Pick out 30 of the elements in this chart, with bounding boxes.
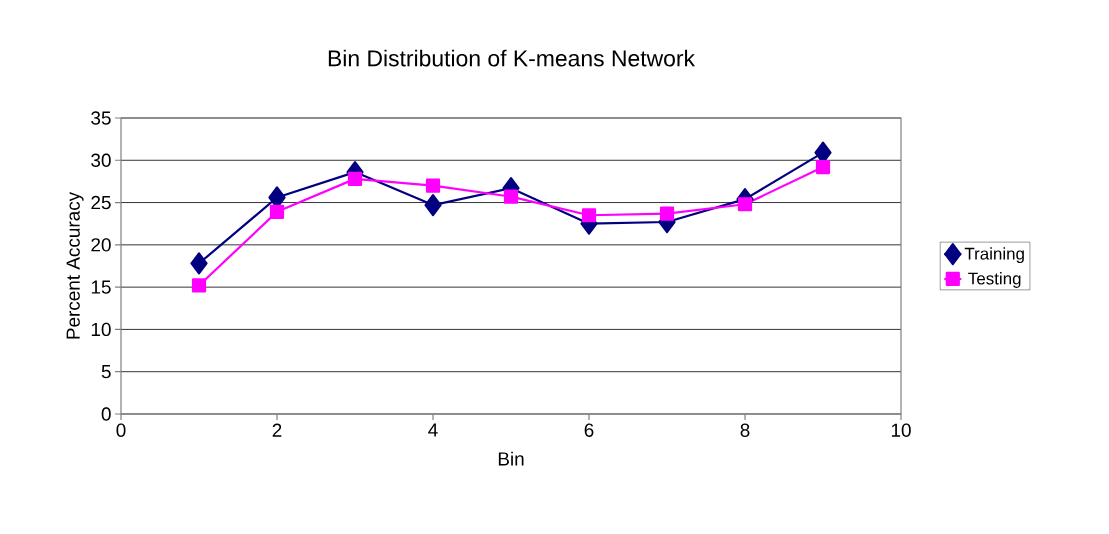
x-tick-label: 2 <box>272 423 282 437</box>
point <box>659 206 675 221</box>
y-tick-label: 30 <box>91 153 111 167</box>
point <box>503 189 519 204</box>
point <box>425 178 441 193</box>
x-tick-label: 0 <box>116 423 126 437</box>
y-tick-label: 15 <box>91 280 111 294</box>
chart-title: Bin Distribution of K-means Network <box>328 49 696 67</box>
point <box>269 204 285 219</box>
point <box>424 194 442 217</box>
point <box>815 159 831 175</box>
legend-label: Testing <box>968 272 1021 288</box>
x-tick-label: 10 <box>891 423 911 437</box>
y-tick-label: 20 <box>91 238 111 252</box>
x-tick-label: 8 <box>740 423 750 437</box>
y-tick-label: 10 <box>91 322 111 337</box>
point <box>191 278 207 293</box>
point <box>347 171 363 186</box>
y-tick-label: 25 <box>91 195 111 210</box>
x-tick-label: 4 <box>428 423 438 437</box>
point <box>190 252 208 275</box>
y-tick-label: 5 <box>101 365 111 379</box>
legend-label: Training <box>964 247 1024 264</box>
point <box>737 197 753 212</box>
y-tick-label: 0 <box>101 407 111 421</box>
x-axis-title: Bin <box>498 451 524 466</box>
y-axis-title: Percent Accuracy <box>66 191 84 339</box>
y-tick-label: 35 <box>91 111 111 125</box>
point <box>581 208 597 223</box>
x-tick-label: 6 <box>584 423 594 437</box>
